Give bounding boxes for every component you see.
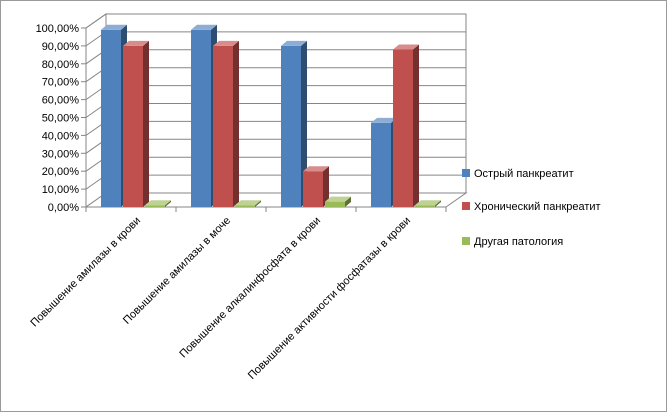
bar-side (323, 166, 329, 207)
bar-top (145, 200, 171, 206)
bar-side (255, 200, 261, 207)
bar-side (301, 40, 307, 208)
bar-front (235, 205, 255, 207)
y-tick-label: 20,00% (42, 166, 80, 178)
bar-side (345, 196, 351, 207)
bar (235, 200, 261, 207)
bar-front (123, 45, 143, 208)
category-label: Повышение алкалинфосфата в крови (177, 215, 323, 361)
bar-front (303, 171, 323, 207)
bar (281, 40, 307, 208)
legend-swatch (462, 202, 470, 210)
bar-front (371, 122, 391, 207)
bar-top (415, 200, 441, 206)
y-tick-label: 0,00% (48, 202, 79, 214)
bar-top (235, 200, 261, 206)
bar-top (325, 196, 351, 202)
bar-front (325, 201, 345, 207)
bar-front (213, 45, 233, 208)
bar-front (415, 205, 435, 207)
bar-front (393, 49, 413, 208)
y-tick-label: 70,00% (42, 77, 80, 89)
bar-front (281, 45, 301, 208)
bar-top (123, 40, 149, 46)
bar-top (101, 24, 127, 30)
bar (123, 40, 149, 208)
bars (101, 24, 441, 208)
bar-top (393, 44, 419, 50)
y-tick-label: 100,00% (36, 23, 80, 35)
bar-side (143, 40, 149, 208)
bar-top (281, 40, 307, 46)
bar-side (413, 44, 419, 208)
y-tick-label: 30,00% (42, 148, 80, 160)
bar-top (213, 40, 239, 46)
bar (213, 40, 239, 208)
bar (415, 200, 441, 207)
y-tick-label: 90,00% (42, 41, 80, 53)
category-label: Повышение активности фосфатазы в крови (246, 215, 413, 382)
bar-top (191, 24, 217, 30)
legend-label: Хронический панкреатит (474, 201, 601, 213)
bar (325, 196, 351, 207)
legend-swatch (462, 169, 470, 177)
legend-label: Острый панкреатит (474, 168, 574, 180)
legend: Острый панкреатит Хронический панкреатит Д… (462, 168, 601, 248)
y-tick-label: 10,00% (42, 184, 80, 196)
y-tick-label: 40,00% (42, 130, 80, 142)
legend-label: Другая патология (474, 236, 563, 248)
bar-top (303, 166, 329, 172)
y-axis-ticks: 0,00% 10,00% 20,00% 30,00% 40,00% 50,00% 60,00… (36, 23, 80, 214)
bar-top (371, 117, 397, 123)
bar-side (233, 40, 239, 208)
bar-front (191, 29, 211, 208)
gridline (85, 13, 466, 29)
bar (145, 200, 171, 207)
bar-side (165, 200, 171, 207)
bar (393, 44, 419, 208)
bar-front (101, 29, 121, 208)
bar-front (145, 205, 165, 207)
bar (303, 166, 329, 207)
category-label: Повышение амилазы в моче (121, 215, 233, 327)
legend-swatch (462, 237, 470, 245)
y-tick-label: 60,00% (42, 95, 80, 107)
y-tick-label: 50,00% (42, 113, 80, 125)
bar-side (435, 200, 441, 207)
y-tick-label: 80,00% (42, 59, 80, 71)
